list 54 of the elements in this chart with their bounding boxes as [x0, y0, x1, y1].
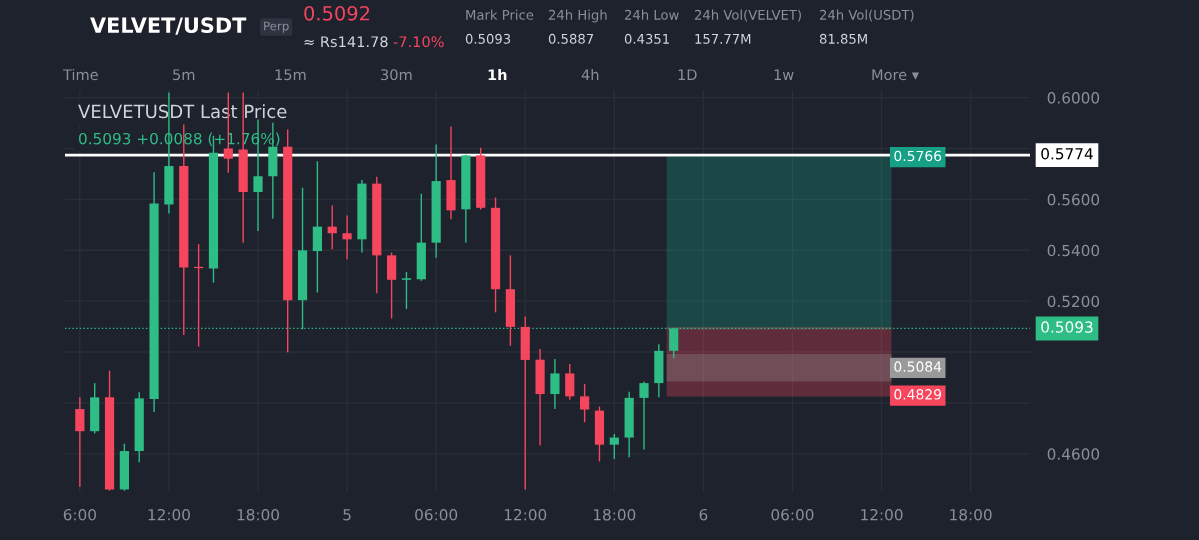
text: 0.5092 — [304, 5, 370, 21]
x-tick-label: 12:00 — [861, 508, 903, 521]
ref-line-label: 0.5093 — [1041, 321, 1093, 333]
text: 24h Vol(VELVET) — [694, 9, 801, 22]
text: 1D — [678, 69, 697, 81]
y-tick-label: 0.4600 — [1047, 448, 1100, 460]
x-tick-label: 18:00 — [950, 508, 992, 521]
text: 15m — [275, 69, 306, 81]
text: 0.5887 — [548, 33, 594, 44]
x-tick-label: 06:00 — [771, 508, 814, 521]
band-label: 0.4829 — [894, 389, 942, 400]
x-tick-label: 12:00 — [148, 508, 190, 521]
candlestick — [609, 433, 619, 460]
text: 24h High — [548, 9, 607, 23]
candlestick — [401, 271, 412, 310]
y-tick-label: 0.5600 — [1047, 193, 1100, 206]
text: Mark Price — [466, 9, 534, 20]
x-tick-label: 18:00 — [237, 508, 279, 521]
candlestick — [565, 363, 575, 401]
text: ≈ Rs141.78 — [304, 36, 388, 48]
text: 0.5093 — [465, 33, 511, 44]
text: 4h — [581, 68, 599, 81]
band-label: 0.5084 — [894, 361, 942, 372]
text: 157.77M — [695, 34, 751, 44]
band-label: 0.5766 — [894, 150, 942, 162]
x-tick-label: 6:00 — [63, 508, 96, 521]
x-tick-label: 12:00 — [504, 508, 547, 521]
text: 81.85M — [819, 33, 867, 44]
text: 1w — [774, 69, 794, 81]
candlestick — [550, 358, 560, 410]
candlestick — [669, 327, 679, 360]
x-tick-label: 5 — [343, 509, 351, 521]
text: VELVET/USDT — [90, 17, 247, 35]
text: 0.4351 — [624, 33, 669, 44]
text: 24h Low — [624, 9, 679, 20]
text: 30m — [381, 69, 412, 81]
text: 5m — [173, 69, 195, 81]
text: Perp — [264, 21, 289, 33]
text: 1h — [488, 68, 507, 81]
text: More ▾ — [872, 69, 920, 81]
y-tick-label: 0.5400 — [1047, 244, 1100, 257]
x-tick-label: 06:00 — [415, 508, 458, 521]
x-tick-label: 6 — [699, 508, 708, 521]
text: Time — [62, 68, 98, 81]
candlestick — [342, 214, 352, 260]
y-tick-label: 0.5200 — [1047, 295, 1100, 308]
x-tick-label: 18:00 — [593, 508, 636, 521]
text: 24h Vol(USDT) — [819, 9, 914, 22]
candlestick — [75, 396, 85, 488]
candlestick — [639, 380, 649, 451]
y-tick-label: 0.6000 — [1047, 92, 1100, 104]
candlestick — [580, 383, 590, 423]
ref-line-label: 0.5774 — [1041, 148, 1093, 160]
text: -7.10% — [393, 36, 444, 48]
